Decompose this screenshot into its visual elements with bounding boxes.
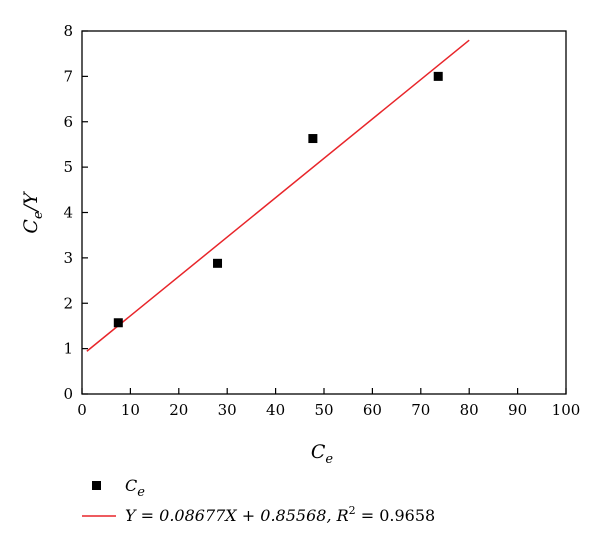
data-point <box>433 71 443 81</box>
x-axis: 0 10 20 30 40 50 60 70 80 90 100 <box>77 388 580 419</box>
y-tick-label: 0 <box>63 385 73 403</box>
data-point <box>113 318 123 328</box>
legend-scatter-marker <box>92 481 101 490</box>
y-tick-label: 3 <box>63 249 73 267</box>
y-tick-label: 6 <box>63 113 73 131</box>
y-tick-label: 7 <box>63 67 73 85</box>
y-tick-label: 8 <box>63 22 73 40</box>
x-axis-title: Ce <box>311 441 334 467</box>
x-tick-label: 50 <box>314 401 333 419</box>
legend: Ce Y = 0.08677X + 0.85568, R2 = 0.9658 <box>82 476 435 525</box>
y-tick-label: 5 <box>63 158 73 176</box>
fit-line-layer <box>86 39 470 352</box>
data-points-layer <box>113 71 443 328</box>
x-tick-label: 30 <box>218 401 237 419</box>
y-tick-label: 4 <box>63 204 73 222</box>
plot-border <box>81 30 567 395</box>
x-tick-label: 90 <box>508 401 527 419</box>
y-axis: 0 1 2 3 4 5 6 7 8 <box>63 22 88 403</box>
data-point <box>308 134 318 144</box>
x-tick-label: 80 <box>460 401 479 419</box>
plot-frame <box>81 30 567 395</box>
legend-fit-label: Y = 0.08677X + 0.85568, R2 = 0.9658 <box>125 504 435 525</box>
y-axis-title: Ce/Y <box>20 190 46 234</box>
x-tick-label: 60 <box>363 401 382 419</box>
x-tick-label: 0 <box>77 401 87 419</box>
y-tick-label: 1 <box>63 340 73 358</box>
fit-line <box>86 39 470 352</box>
y-tick-label: 2 <box>63 294 73 312</box>
x-tick-label: 40 <box>266 401 285 419</box>
legend-scatter-label: Ce <box>125 476 145 500</box>
data-point <box>213 258 223 268</box>
x-tick-label: 20 <box>169 401 188 419</box>
x-tick-label: 70 <box>411 401 430 419</box>
x-tick-label: 100 <box>552 401 581 419</box>
x-tick-label: 10 <box>121 401 140 419</box>
